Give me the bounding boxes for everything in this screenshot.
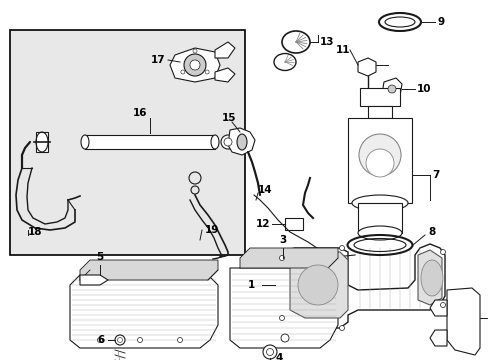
Ellipse shape [365, 149, 393, 177]
Ellipse shape [210, 135, 219, 149]
Ellipse shape [117, 338, 122, 342]
Text: 1: 1 [247, 280, 254, 290]
Ellipse shape [282, 31, 309, 53]
Ellipse shape [190, 60, 200, 70]
Polygon shape [215, 68, 235, 82]
Ellipse shape [420, 260, 442, 296]
Polygon shape [381, 78, 401, 100]
Bar [36, 132, 48, 152]
Text: 16: 16 [132, 108, 147, 118]
Text: 15: 15 [222, 113, 236, 123]
Ellipse shape [266, 348, 273, 356]
Text: 6: 6 [98, 335, 105, 345]
Ellipse shape [237, 134, 246, 150]
Text: 19: 19 [204, 225, 219, 235]
Polygon shape [240, 248, 337, 268]
Ellipse shape [387, 85, 395, 93]
Ellipse shape [177, 338, 182, 342]
Text: 4: 4 [274, 353, 282, 360]
Ellipse shape [357, 226, 401, 240]
Text: 3: 3 [279, 235, 286, 245]
Bar [347, 118, 411, 203]
Ellipse shape [440, 249, 445, 255]
Ellipse shape [339, 246, 344, 251]
Ellipse shape [273, 54, 295, 71]
Ellipse shape [297, 265, 337, 305]
Ellipse shape [263, 345, 276, 359]
Ellipse shape [193, 49, 197, 53]
Ellipse shape [279, 315, 284, 320]
Bar [10, 30, 244, 255]
Text: 7: 7 [431, 170, 439, 180]
Polygon shape [170, 48, 220, 82]
Text: 8: 8 [427, 227, 434, 237]
Text: 14: 14 [258, 185, 272, 195]
Polygon shape [429, 300, 446, 316]
Ellipse shape [204, 70, 209, 74]
Text: 13: 13 [319, 37, 334, 47]
Bar [367, 106, 391, 118]
Ellipse shape [181, 70, 184, 74]
Ellipse shape [224, 138, 231, 146]
Bar [285, 218, 303, 230]
Polygon shape [227, 128, 254, 155]
Polygon shape [80, 275, 108, 285]
Bar [357, 203, 401, 233]
Text: 18: 18 [28, 227, 42, 237]
Bar [359, 88, 399, 106]
Polygon shape [289, 252, 347, 318]
Text: 11: 11 [335, 45, 349, 55]
Polygon shape [80, 260, 218, 280]
Ellipse shape [358, 134, 400, 176]
Ellipse shape [221, 135, 235, 149]
Ellipse shape [440, 302, 445, 307]
Polygon shape [229, 268, 337, 348]
Polygon shape [429, 330, 446, 346]
Polygon shape [274, 244, 444, 328]
Ellipse shape [351, 195, 407, 211]
Ellipse shape [97, 338, 102, 342]
Ellipse shape [281, 334, 288, 342]
Ellipse shape [339, 325, 344, 330]
Polygon shape [446, 288, 479, 355]
Bar [85, 135, 215, 149]
Ellipse shape [137, 338, 142, 342]
Text: 9: 9 [436, 17, 443, 27]
Text: 12: 12 [255, 219, 269, 229]
Polygon shape [70, 275, 218, 348]
Text: 10: 10 [416, 84, 430, 94]
Ellipse shape [115, 335, 125, 345]
Polygon shape [215, 42, 235, 58]
Polygon shape [417, 250, 441, 305]
Text: 5: 5 [96, 252, 103, 262]
Text: 17: 17 [150, 55, 164, 65]
Ellipse shape [279, 256, 284, 261]
Polygon shape [357, 58, 375, 76]
Ellipse shape [81, 135, 89, 149]
Ellipse shape [183, 54, 205, 76]
